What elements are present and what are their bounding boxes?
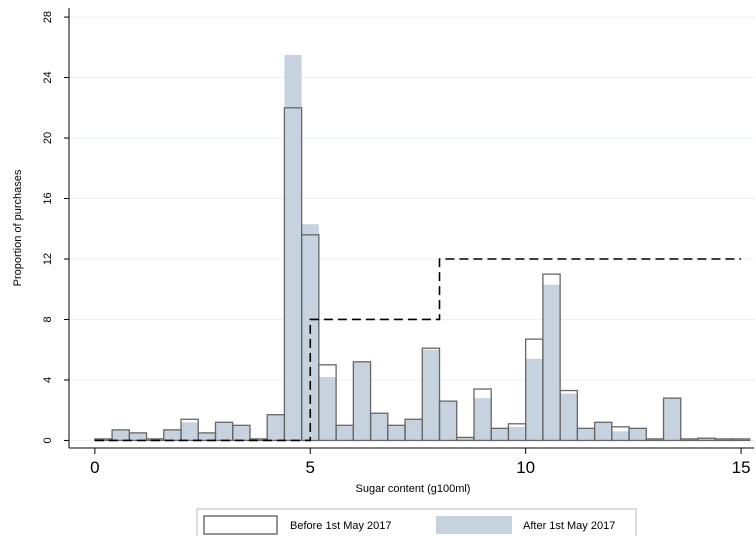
y-tick-label: 4 <box>42 377 54 383</box>
after-bar <box>267 414 285 441</box>
before-bar <box>559 389 579 442</box>
before-bar <box>662 397 682 442</box>
after-bar <box>249 438 268 441</box>
y-tick-label: 20 <box>42 132 54 144</box>
after-bar <box>318 376 337 441</box>
before-bar <box>438 400 458 442</box>
after-bar <box>387 425 406 441</box>
after-bar <box>542 284 561 441</box>
legend-label-after: After 1st May 2017 <box>523 520 615 532</box>
after-bar <box>715 438 733 441</box>
before-bar <box>318 364 337 442</box>
x-tick-label: 10 <box>516 458 535 477</box>
after-bar <box>560 393 578 441</box>
after-bar <box>508 426 526 441</box>
legend: Before 1st May 2017 After 1st May 2017 <box>196 508 637 536</box>
after-bar <box>456 437 474 441</box>
y-axis-title: Proportion of purchases <box>12 169 24 286</box>
axes <box>68 8 754 449</box>
x-tick-label: 5 <box>306 458 315 477</box>
x-ticks: 0 5 10 15 <box>90 448 751 477</box>
before-bar <box>731 438 751 442</box>
after-bar <box>215 422 233 441</box>
x-tick-label: 15 <box>732 458 751 477</box>
y-tick-label: 24 <box>42 71 54 83</box>
y-tick-label: 12 <box>42 253 54 265</box>
after-bar <box>611 431 630 441</box>
after-bar <box>232 425 250 441</box>
after-bar <box>473 398 492 441</box>
after-bar <box>336 425 354 441</box>
x-tick-label: 0 <box>90 458 99 477</box>
after-bar <box>198 432 216 441</box>
x-axis-title: Sugar content (g100ml) <box>356 483 471 495</box>
after-bar <box>732 438 750 441</box>
after-bar <box>697 438 716 441</box>
after-bar <box>163 429 182 441</box>
after-bar <box>594 422 612 441</box>
after-bar <box>284 54 302 441</box>
before-bars <box>94 107 751 442</box>
before-bar <box>473 388 492 442</box>
before-bar <box>421 347 441 442</box>
legend-label-before: Before 1st May 2017 <box>290 520 392 532</box>
after-bar <box>491 428 509 441</box>
y-tick-label: 28 <box>42 11 54 23</box>
before-bar <box>180 418 199 442</box>
after-bar <box>525 358 543 441</box>
after-bar <box>629 428 647 441</box>
y-tick-label: 16 <box>42 192 54 204</box>
y-ticks: 0 4 8 12 16 20 24 28 <box>42 11 69 444</box>
after-bar <box>577 428 595 441</box>
after-bar <box>181 422 199 441</box>
before-bar <box>628 427 647 442</box>
y-tick-label: 0 <box>42 437 54 443</box>
grid-lines <box>69 16 754 441</box>
after-bars <box>94 54 750 441</box>
after-bar <box>422 349 440 441</box>
after-bar <box>439 401 457 441</box>
after-bar <box>663 398 681 441</box>
legend-swatch-before <box>203 515 278 535</box>
after-bar <box>646 438 664 441</box>
after-bar <box>370 413 388 441</box>
y-tick-label: 8 <box>42 316 54 322</box>
step-line <box>94 258 742 442</box>
before-bar <box>352 361 372 442</box>
after-bar <box>353 361 371 441</box>
after-bar <box>680 438 698 441</box>
before-bar <box>542 273 561 442</box>
after-bar <box>405 419 423 441</box>
after-bar <box>129 432 147 441</box>
after-bar <box>112 429 130 441</box>
legend-swatch-after <box>436 516 512 534</box>
